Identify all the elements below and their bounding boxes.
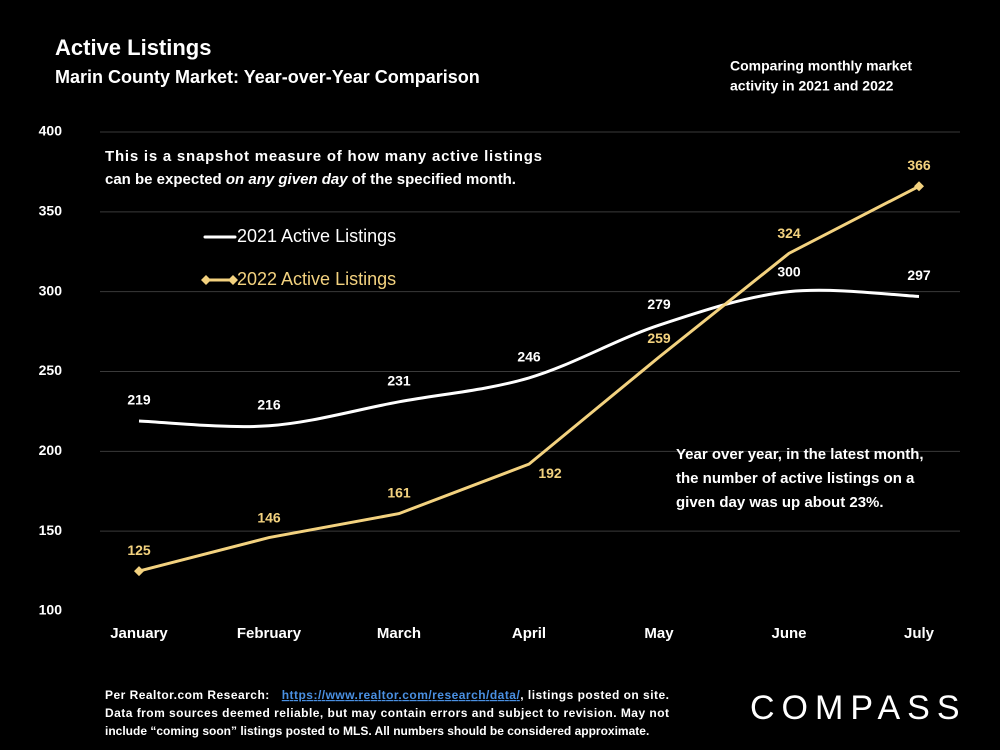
footer-text: Per Realtor.com Research:	[105, 688, 269, 702]
data-label: 161	[387, 484, 411, 500]
x-tick-label: April	[512, 625, 546, 642]
y-tick-label: 300	[39, 282, 63, 298]
y-tick-label: 200	[39, 442, 63, 458]
data-label: 366	[907, 157, 931, 173]
data-label: 297	[907, 267, 931, 283]
y-tick-label: 250	[39, 362, 63, 378]
data-label: 219	[127, 392, 151, 408]
data-label: 279	[647, 296, 671, 312]
x-tick-label: March	[377, 625, 421, 642]
annotation-text: of the specified month.	[348, 171, 516, 188]
point-marker	[134, 566, 144, 577]
data-label: 300	[777, 263, 801, 279]
plot: 100 150 200 250 300 350 400 January February Marc…	[39, 123, 960, 642]
legend-marker	[228, 275, 238, 285]
annotation: This is a snapshot measure of how many a…	[105, 148, 542, 165]
x-tick-label: January	[110, 625, 168, 642]
footer-line: Per Realtor.com Research: https://www.rea…	[105, 688, 669, 702]
footer-line: include “coming soon” listings posted to…	[105, 724, 649, 738]
annotation: can be expected on any given day of the …	[105, 171, 516, 188]
data-label: 146	[257, 509, 281, 525]
y-tick-label: 150	[39, 522, 63, 538]
chart-subtitle: Marin County Market: Year-over-Year Comp…	[55, 67, 480, 87]
series-line	[138, 288, 920, 429]
point-marker	[914, 181, 924, 192]
header-note: Comparing monthly market	[730, 58, 912, 74]
x-tick-label: June	[771, 625, 806, 642]
header-note: activity in 2021 and 2022	[730, 78, 894, 94]
y-tick-label: 400	[39, 123, 63, 139]
x-tick-label: May	[644, 625, 674, 642]
annotation: Year over year, in the latest month,	[676, 446, 924, 463]
data-label: 216	[257, 396, 281, 412]
legend-label: 2021 Active Listings	[237, 226, 396, 246]
footer-line: Data from sources deemed reliable, but m…	[105, 706, 669, 720]
annotation: given day was up about 23%.	[676, 494, 884, 511]
data-label: 125	[127, 542, 151, 558]
annotation-text: This is a snapshot measure of how many a…	[105, 148, 542, 165]
x-tick-label: July	[904, 625, 935, 642]
x-tick-label: February	[237, 625, 302, 642]
data-label: 192	[538, 465, 562, 481]
chart-title: Active Listings	[55, 35, 211, 60]
footer-link[interactable]: https://www.realtor.com/research/data/	[282, 688, 521, 702]
legend-marker	[201, 275, 211, 285]
annotation-text: can be expected	[105, 171, 226, 188]
y-tick-label: 100	[39, 602, 63, 618]
footer-text: , listings posted on site.	[520, 688, 669, 702]
legend-label: 2022 Active Listings	[237, 269, 396, 289]
annotation: the number of active listings on a	[676, 470, 915, 487]
y-tick-label: 350	[39, 203, 63, 219]
data-label: 324	[777, 225, 801, 241]
data-label: 246	[517, 349, 541, 365]
annotation-text: on any given day	[226, 171, 348, 188]
data-label: 231	[387, 373, 411, 389]
logo: COMPASS	[750, 689, 967, 727]
data-label: 259	[647, 330, 671, 346]
series-line	[138, 184, 920, 573]
